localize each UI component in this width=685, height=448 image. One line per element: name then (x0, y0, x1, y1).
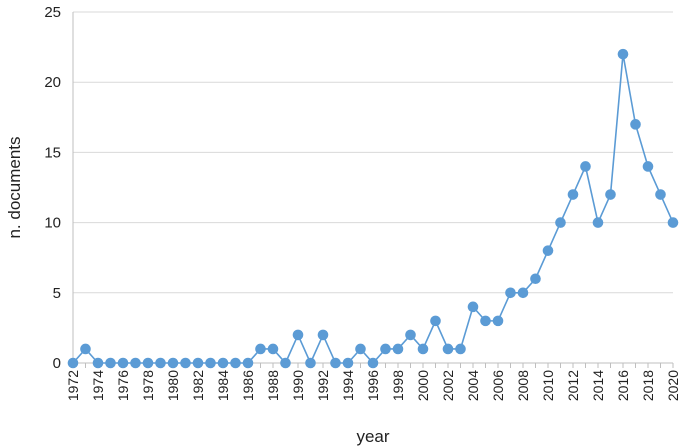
data-point-1976 (117, 357, 129, 369)
x-tick-label-1994: 1994 (340, 370, 356, 401)
x-tick-label-1982: 1982 (190, 370, 206, 401)
x-tick-label-2006: 2006 (490, 370, 506, 401)
x-tick-label-1998: 1998 (390, 370, 406, 401)
x-tick-label-1996: 1996 (365, 370, 381, 401)
x-tick-label-2018: 2018 (640, 370, 656, 401)
data-point-1999 (405, 329, 416, 341)
data-point-2004 (467, 301, 479, 313)
data-point-1974 (92, 357, 104, 369)
data-point-1977 (130, 357, 141, 369)
data-point-2017 (630, 119, 641, 130)
data-point-2011 (555, 217, 566, 228)
series-line-0 (72, 53, 674, 365)
x-tick-label-2010: 2010 (540, 370, 556, 401)
x-tick-label-1976: 1976 (115, 370, 131, 401)
data-point-1985 (230, 357, 241, 369)
x-tick-label-1990: 1990 (290, 370, 306, 401)
data-point-1992 (317, 329, 329, 341)
x-tick-label-1984: 1984 (215, 370, 231, 401)
x-tick-label-2000: 2000 (415, 370, 431, 401)
x-tick-label-2014: 2014 (590, 370, 606, 401)
data-point-1980 (167, 357, 179, 369)
y-axis-title: n. documents (5, 136, 24, 238)
data-point-1995 (355, 343, 366, 355)
y-tick-label-0: 0 (53, 355, 61, 372)
gridlines (73, 11, 673, 294)
data-point-2016 (617, 48, 629, 60)
data-point-1997 (380, 343, 391, 355)
x-axis-title: year (356, 427, 389, 446)
data-point-2007 (505, 287, 516, 299)
y-tick-label-15: 15 (44, 144, 61, 161)
data-point-1993 (330, 357, 341, 369)
data-point-1998 (392, 343, 404, 355)
data-point-1986 (242, 357, 254, 369)
data-point-2010 (542, 245, 554, 256)
y-tick-labels: 0 5 10 15 20 25 (44, 4, 61, 372)
x-tick-label-2016: 2016 (615, 370, 631, 401)
x-tick-label-1988: 1988 (265, 370, 281, 401)
x-tick-label-2002: 2002 (440, 370, 456, 401)
x-tick-label-2020: 2020 (665, 370, 681, 401)
y-tick-label-10: 10 (44, 215, 61, 232)
data-point-1988 (267, 343, 279, 355)
x-tick-label-1992: 1992 (315, 370, 331, 401)
x-tick-label-1986: 1986 (240, 370, 256, 401)
data-point-2015 (605, 189, 616, 200)
data-point-2005 (480, 315, 491, 327)
y-tick-label-25: 25 (44, 4, 61, 21)
data-point-2012 (567, 189, 579, 200)
x-tick-label-2012: 2012 (565, 370, 581, 401)
data-point-2018 (642, 161, 654, 172)
data-point-2020 (667, 217, 679, 228)
data-point-1983 (205, 357, 216, 369)
series-group (67, 48, 679, 369)
data-point-2006 (492, 315, 504, 327)
y-tick-label-5: 5 (53, 285, 61, 302)
data-point-1991 (305, 357, 316, 369)
data-point-1990 (292, 329, 304, 341)
data-point-1982 (192, 357, 204, 369)
data-point-1975 (105, 357, 116, 369)
data-point-1984 (217, 357, 229, 369)
data-point-1972 (67, 357, 79, 369)
data-point-2014 (592, 217, 604, 228)
data-point-2009 (530, 273, 541, 285)
data-point-1996 (367, 357, 379, 369)
x-tick-label-2004: 2004 (465, 370, 481, 401)
data-point-1987 (255, 343, 266, 355)
data-point-2000 (417, 343, 429, 355)
data-point-2002 (442, 343, 454, 355)
y-tick-label-20: 20 (44, 74, 61, 91)
data-point-1994 (342, 357, 354, 369)
axes (72, 12, 674, 368)
data-point-1973 (80, 343, 91, 355)
data-point-1979 (155, 357, 166, 369)
data-point-2001 (430, 315, 441, 327)
data-point-2013 (580, 161, 591, 172)
data-point-2008 (517, 287, 529, 299)
x-tick-label-2008: 2008 (515, 370, 531, 401)
data-point-1989 (280, 357, 291, 369)
data-point-2019 (655, 189, 666, 200)
x-tick-labels: 1972 1974 1976 1978 1980 1982 1984 1986 1988 1990… (65, 370, 681, 401)
x-tick-label-1974: 1974 (90, 370, 106, 401)
data-point-1978 (142, 357, 154, 369)
x-tick-label-1972: 1972 (65, 370, 81, 401)
x-tick-label-1978: 1978 (140, 370, 156, 401)
data-point-2003 (455, 343, 466, 355)
x-tick-label-1980: 1980 (165, 370, 181, 401)
data-point-1981 (180, 357, 191, 369)
